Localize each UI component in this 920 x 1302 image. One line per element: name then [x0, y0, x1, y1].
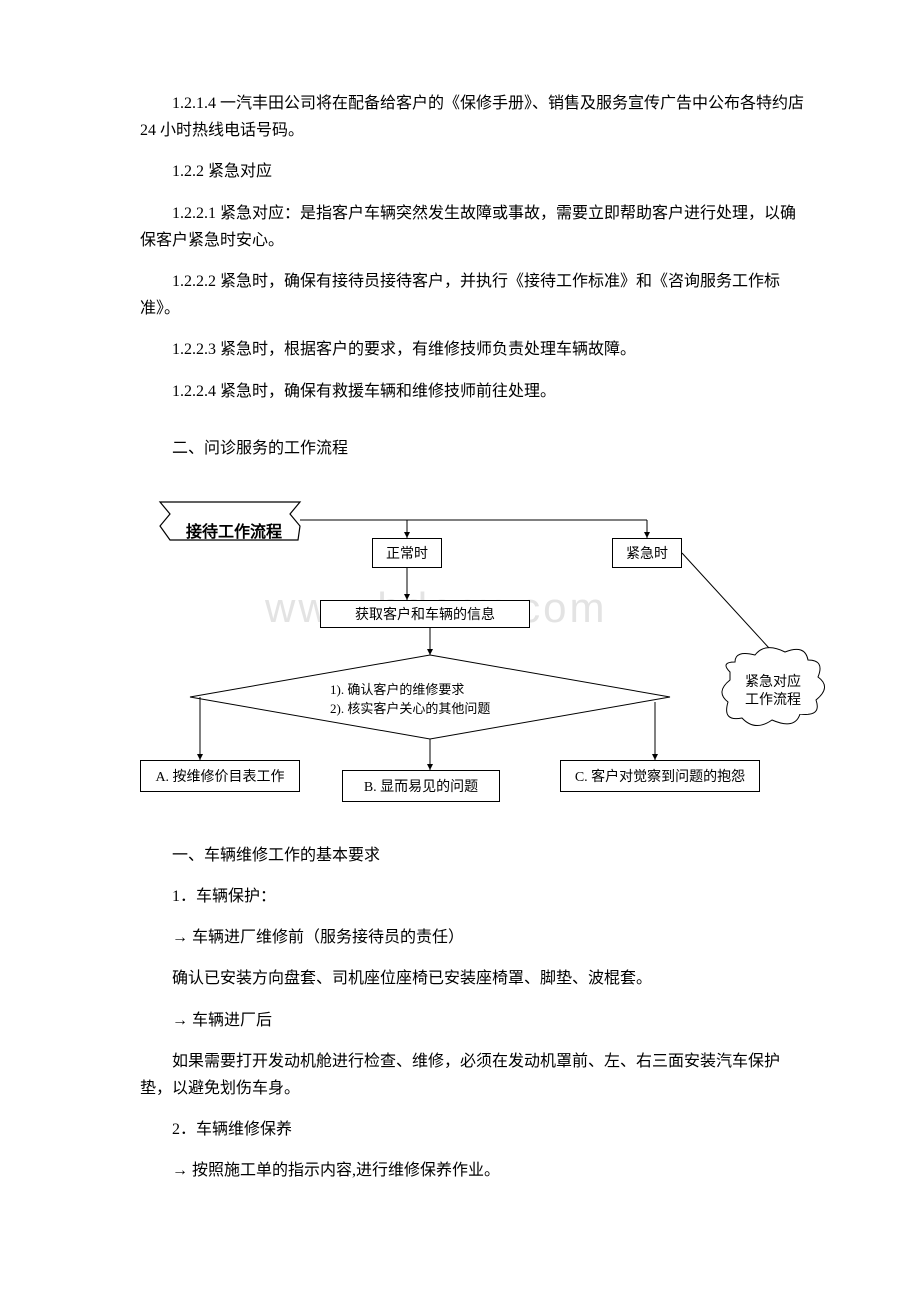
para-1-protect: 1．车辆保护： [140, 883, 810, 910]
para-1-2-1-4: 1.2.1.4 一汽丰田公司将在配备给客户的《保修手册》、销售及服务宣传广告中公… [140, 90, 810, 144]
flow-box-a: A. 按维修价目表工作 [140, 760, 300, 792]
para-section-1: 一、车辆维修工作的基本要求 [140, 842, 810, 869]
diamond-line-2: 2). 核实客户关心的其他问题 [330, 699, 490, 719]
para-2-maintain: 2．车辆维修保养 [140, 1116, 810, 1143]
para-1-2-2-1: 1.2.2.1 紧急对应：是指客户车辆突然发生故障或事故，需要立即帮助客户进行处… [140, 200, 810, 254]
para-engine-bay: 如果需要打开发动机舱进行检查、维修，必须在发动机罩前、左、右三面安装汽车保护垫，… [140, 1048, 810, 1102]
cloud-line-1: 紧急对应 [745, 674, 801, 692]
section-2-title: 二、问诊服务的工作流程 [140, 435, 810, 462]
flow-diamond-text: 1). 确认客户的维修要求 2). 核实客户关心的其他问题 [330, 680, 490, 719]
para-1-2-2-3: 1.2.2.3 紧急时，根据客户的要求，有维修技师负责处理车辆故障。 [140, 336, 810, 363]
flow-box-b: B. 显而易见的问题 [342, 770, 500, 802]
flow-emergency-box: 紧急时 [612, 538, 682, 568]
para-work-order: → 按照施工单的指示内容,进行维修保养作业。 [140, 1157, 810, 1184]
flow-banner: 接待工作流程 [172, 510, 296, 550]
para-before-factory: → 车辆进厂维修前（服务接待员的责任） [140, 924, 810, 951]
flow-normal-box: 正常时 [372, 538, 442, 568]
para-1-2-2-2: 1.2.2.2 紧急时，确保有接待员接待客户，并执行《接待工作标准》和《咨询服务… [140, 268, 810, 322]
para-confirm-install: 确认已安装方向盘套、司机座位座椅已安装座椅罩、脚垫、波棍套。 [140, 965, 810, 992]
flow-box-c: C. 客户对觉察到问题的抱怨 [560, 760, 760, 792]
flow-getinfo-box: 获取客户和车辆的信息 [320, 600, 530, 628]
cloud-line-2: 工作流程 [745, 692, 801, 710]
para-1-2-2-4: 1.2.2.4 紧急时，确保有救援车辆和维修技师前往处理。 [140, 378, 810, 405]
flowchart: www.bdocx.com 接待工作流程 正常时 [140, 492, 840, 822]
para-1-2-2: 1.2.2 紧急对应 [140, 158, 810, 185]
diamond-line-1: 1). 确认客户的维修要求 [330, 680, 490, 700]
para-after-factory: → 车辆进厂后 [140, 1007, 810, 1034]
flow-cloud: 紧急对应 工作流程 [738, 670, 808, 714]
